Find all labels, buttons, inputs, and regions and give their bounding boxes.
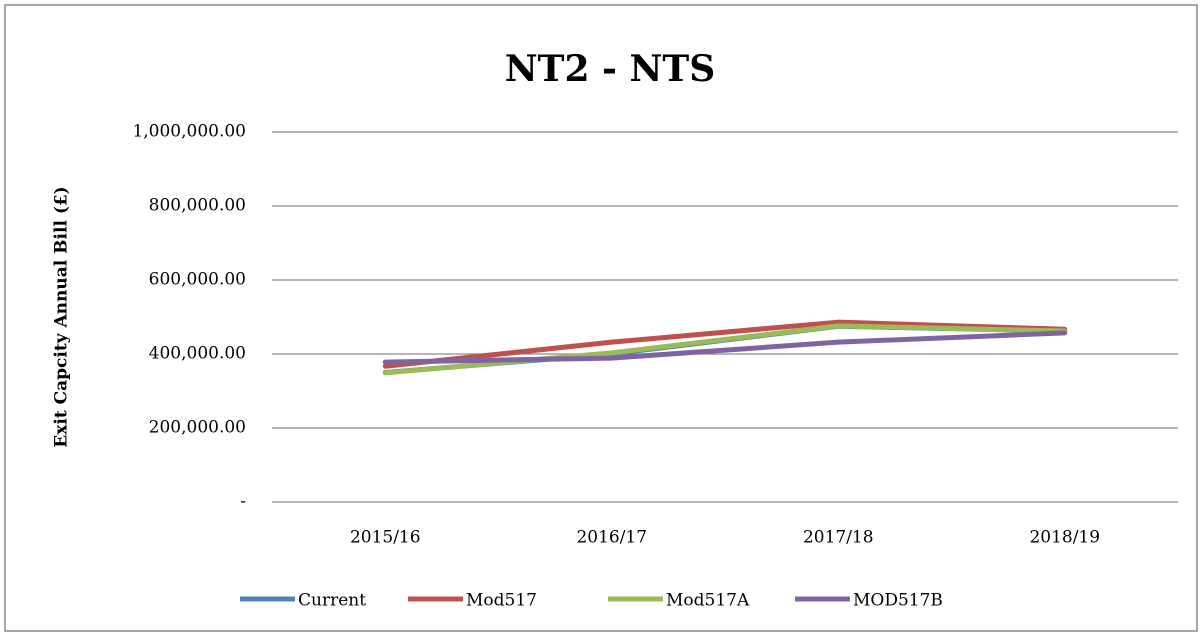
chart-title: NT2 - NTS — [505, 48, 715, 90]
legend-label: Mod517 — [466, 591, 537, 611]
y-tick-label: 400,000.00 — [149, 344, 246, 364]
x-tick-label: 2016/17 — [576, 528, 647, 548]
y-tick-label: 600,000.00 — [149, 270, 246, 290]
x-tick-label: 2015/16 — [350, 528, 421, 548]
series-line — [382, 330, 1068, 365]
y-tick-label: 200,000.00 — [149, 418, 246, 438]
x-tick-label: 2017/18 — [803, 528, 874, 548]
legend-label: Mod517A — [666, 591, 750, 611]
legend-label: Current — [298, 591, 366, 611]
y-tick-label: 800,000.00 — [149, 196, 246, 216]
y-tick-label: 1,000,000.00 — [132, 122, 246, 142]
x-tick-label: 2018/19 — [1029, 528, 1100, 548]
chart-border — [4, 4, 1198, 632]
y-tick-label: - — [240, 492, 246, 512]
series-line — [382, 319, 1068, 369]
series-line — [382, 323, 1068, 376]
legend-label: MOD517B — [853, 591, 943, 611]
y-axis-label: Exit Capcity Annual Bill (£) — [52, 186, 72, 447]
